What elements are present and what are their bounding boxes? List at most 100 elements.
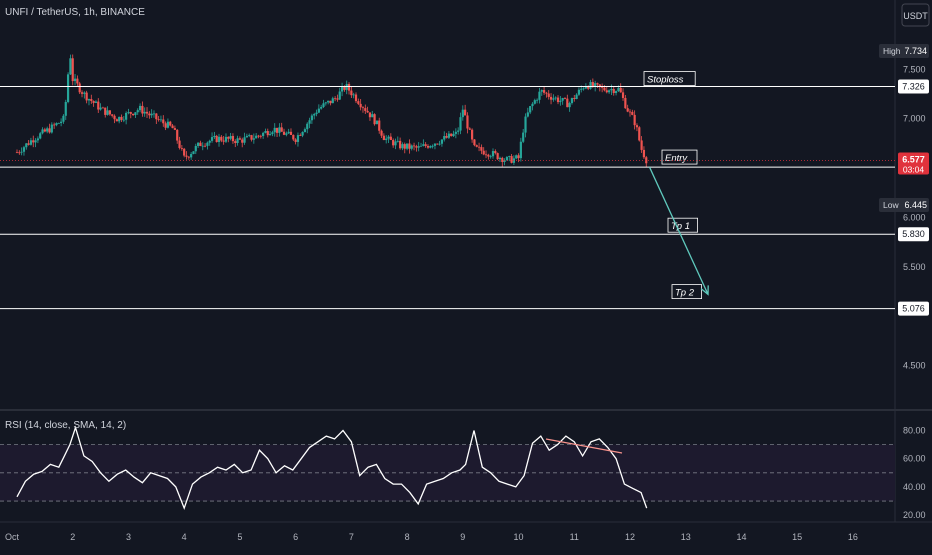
time-tick-label: 9 <box>460 532 465 542</box>
candle-body <box>257 135 260 137</box>
candle-body <box>619 87 622 93</box>
time-tick-label: 14 <box>736 532 746 542</box>
rsi-title: RSI (14, close, SMA, 14, 2) <box>5 420 126 431</box>
candle-body <box>66 74 70 102</box>
candle-body <box>178 140 181 148</box>
candle-body <box>85 92 88 101</box>
candle-body <box>213 135 216 138</box>
candle-body <box>322 103 325 107</box>
candle-body <box>443 136 446 140</box>
time-axis[interactable]: Oct 2 3 4 5 6 7 8 9 10 11 12 13 14 15 16 <box>5 532 858 542</box>
candle-body <box>359 103 362 108</box>
candle-body <box>396 140 399 142</box>
candle-body <box>577 89 581 95</box>
candle-body <box>43 129 46 132</box>
candle-body <box>591 82 594 87</box>
level-value-label: 5.076 <box>902 304 925 314</box>
candle-body <box>419 145 423 147</box>
candle-body <box>563 98 567 99</box>
candle-body <box>582 88 585 90</box>
level-value-tag <box>898 301 929 316</box>
candle-body <box>241 139 244 143</box>
candle-body <box>450 133 453 137</box>
candle-body <box>573 98 576 99</box>
level-label: Entry <box>665 153 688 164</box>
candle-body <box>466 115 469 129</box>
time-tick-label: Oct <box>5 532 20 542</box>
candle-body <box>510 156 513 163</box>
candle-body <box>248 135 251 136</box>
candle-body <box>327 100 330 103</box>
candle-body <box>433 143 437 146</box>
candle-body <box>264 131 267 133</box>
candle-body <box>584 86 587 89</box>
currency-button[interactable] <box>901 3 930 27</box>
price-axis[interactable]: 7.500 7.000 6.000 5.500 4.500 <box>903 64 926 370</box>
candle-body <box>491 151 495 157</box>
candle-body <box>412 145 416 147</box>
candle-body <box>436 143 439 145</box>
candle-body <box>484 154 488 156</box>
candle-body <box>22 147 26 152</box>
candle-body <box>162 119 165 124</box>
candle-body <box>29 140 33 145</box>
candle-body <box>285 133 288 135</box>
candle-body <box>169 121 172 126</box>
candle-body <box>129 112 132 114</box>
candle-body <box>55 123 58 126</box>
candle-body <box>71 58 74 82</box>
time-tick-label: 15 <box>792 532 802 542</box>
candle-body <box>464 109 467 116</box>
candle-body <box>294 139 297 142</box>
candle-body <box>424 144 427 146</box>
candle-body <box>238 138 242 140</box>
candle-body <box>621 92 625 98</box>
rsi-pane: 80.00 60.00 40.00 20.00 RSI (14, close, SMA… <box>0 420 926 520</box>
candle-body <box>635 125 639 128</box>
rsi-tick-label: 20.00 <box>903 510 926 520</box>
rsi-axis[interactable]: 80.00 60.00 40.00 20.00 <box>903 425 926 520</box>
candle-body <box>575 94 578 99</box>
candle-body <box>136 110 139 113</box>
symbol-title[interactable]: UNFI / TetherUS, 1h, BINANCE <box>5 7 145 18</box>
candle-body <box>614 91 618 93</box>
candle-body <box>594 83 597 87</box>
candle-body <box>461 109 464 118</box>
time-tick-label: 8 <box>405 532 410 542</box>
candle-body <box>215 135 218 143</box>
candle-body <box>633 114 636 126</box>
candle-body <box>401 144 404 149</box>
candle-body <box>229 135 232 139</box>
candle-body <box>375 120 379 125</box>
candle-body <box>185 155 188 157</box>
low-marker-label: Low <box>883 200 899 210</box>
candle-body <box>262 132 265 137</box>
candle-body <box>487 154 490 157</box>
candle-body <box>310 115 313 121</box>
candle-body <box>296 135 300 142</box>
candle-body <box>489 156 492 158</box>
candle-body <box>176 129 179 141</box>
candle-body <box>313 114 316 116</box>
candle-body <box>280 127 283 132</box>
time-tick-label: 12 <box>625 532 635 542</box>
candle-body <box>113 115 116 120</box>
candle-body <box>80 92 84 94</box>
candle-body <box>99 107 102 110</box>
candle-body <box>255 135 258 139</box>
candle-body <box>480 147 483 151</box>
candle-body <box>53 124 56 126</box>
candle-body <box>27 143 30 145</box>
candle-body <box>529 106 532 113</box>
candle-body <box>46 128 49 132</box>
price-tick-label: 7.000 <box>903 114 926 124</box>
candle-body <box>303 129 307 133</box>
time-tick-label: 16 <box>848 532 858 542</box>
candle-body <box>350 90 353 96</box>
candle-body <box>41 129 44 134</box>
candle-body <box>301 132 304 136</box>
time-tick-label: 3 <box>126 532 131 542</box>
candle-body <box>115 119 118 122</box>
candle-body <box>69 58 72 75</box>
